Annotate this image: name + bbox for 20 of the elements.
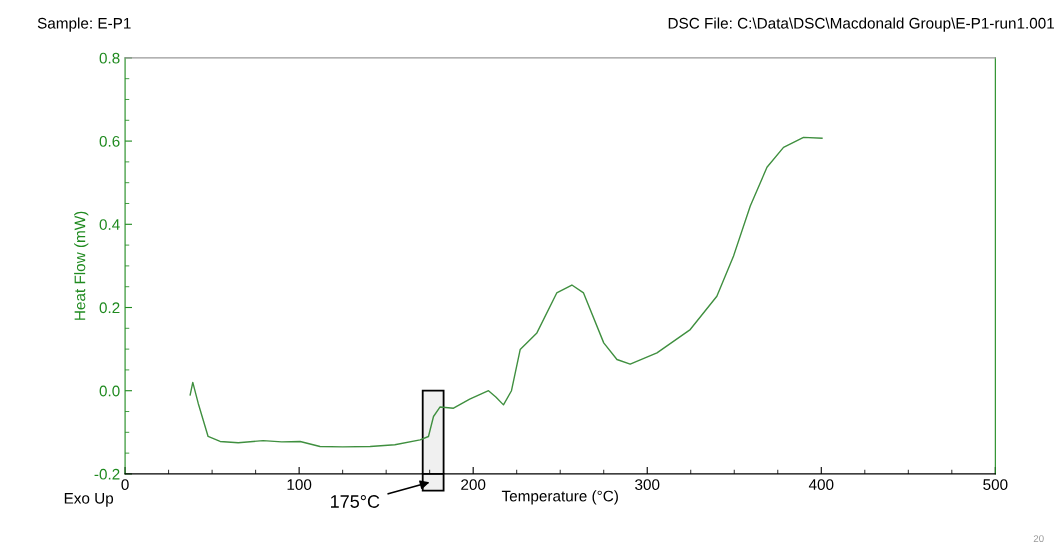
x-tick-label: 500 [983, 479, 1008, 491]
band-label: 175°C [331, 495, 380, 508]
x-tick-label: 200 [461, 479, 486, 491]
x-axis-title: Temperature (°C) [501, 490, 618, 505]
y-axis-title: Heat Flow (mW) [74, 211, 89, 320]
x-tick-label: 400 [808, 479, 834, 491]
x-tick-label: 0 [121, 479, 129, 491]
y-tick-label: 0.0 [99, 385, 120, 397]
text: 20 [1033, 535, 1044, 543]
y-tick-label: 0.4 [99, 219, 120, 230]
x-tick-label: 300 [635, 479, 660, 491]
x-tick-label: 100 [287, 479, 312, 491]
y-tick-label: -0.2 [94, 468, 120, 480]
text: Sample: E-P1 [37, 17, 131, 32]
text: Exo Up [64, 493, 114, 507]
line-series [189, 136, 823, 448]
y-tick-label: 0.6 [99, 135, 120, 147]
y-tick-label: 0.8 [99, 52, 120, 64]
y-tick-label: 0.2 [99, 302, 120, 314]
text: DSC File: C:\Data\DSC\Macdonald Group\E-P1-run1.001 [668, 17, 1054, 32]
